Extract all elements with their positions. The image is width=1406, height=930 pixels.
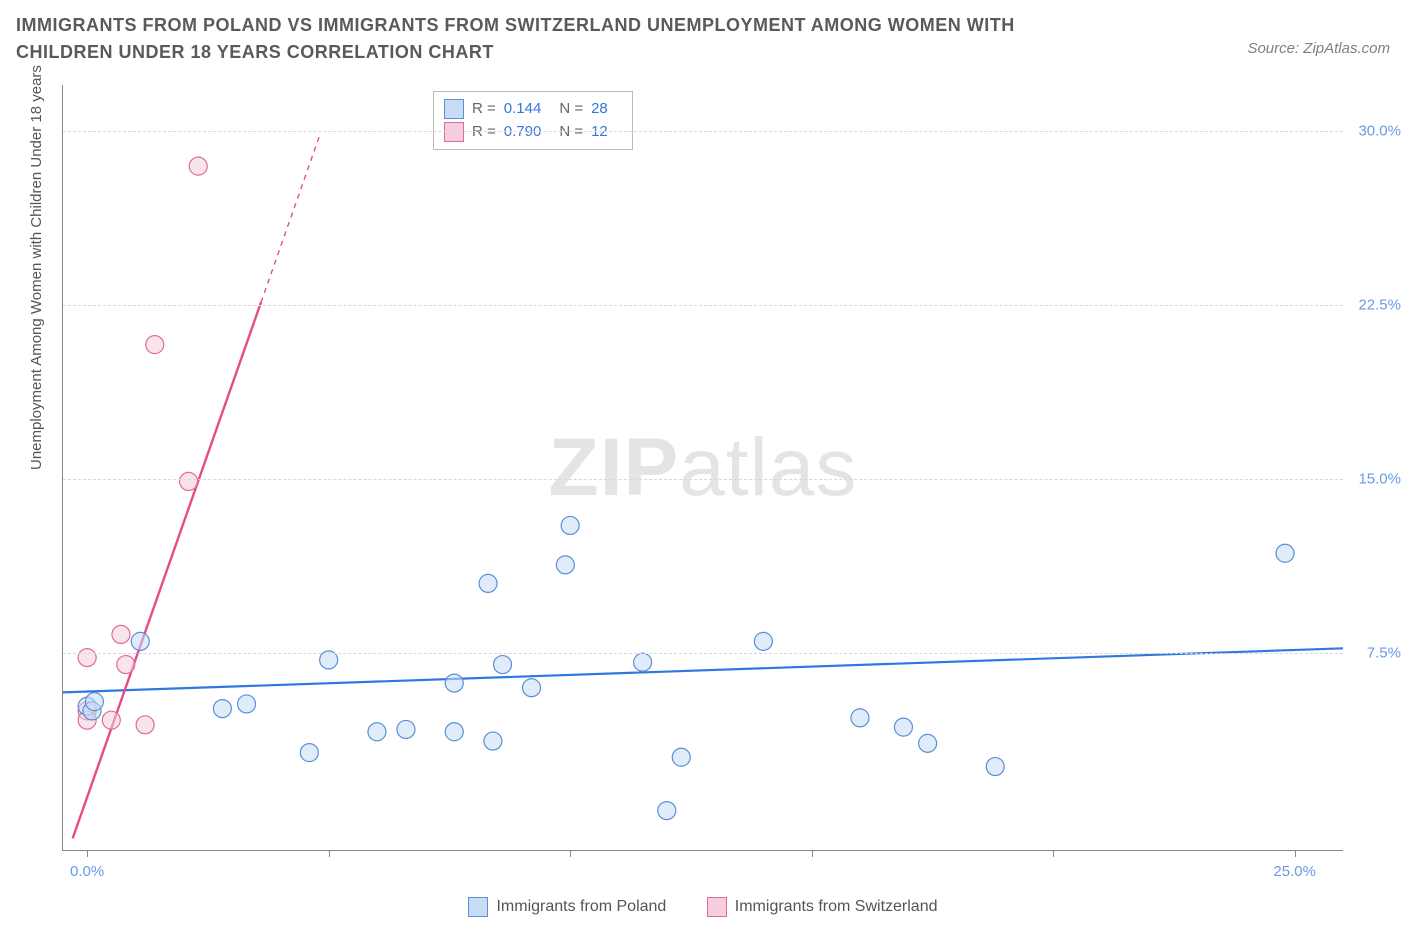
chart-plot-area: ZIPatlas R = 0.144 N = 28 R = 0.790 N = … — [62, 85, 1343, 851]
data-point — [136, 716, 154, 734]
data-point — [634, 653, 652, 671]
data-point — [213, 700, 231, 718]
stats-row-poland: R = 0.144 N = 28 — [444, 98, 618, 121]
data-point — [561, 516, 579, 534]
data-point — [479, 574, 497, 592]
data-point — [1276, 544, 1294, 562]
y-axis-label: Unemployment Among Women with Children U… — [28, 65, 45, 470]
data-point — [658, 802, 676, 820]
data-point — [894, 718, 912, 736]
data-point — [445, 723, 463, 741]
y-tick-label: 15.0% — [1349, 471, 1401, 488]
data-point — [754, 632, 772, 650]
data-point — [445, 674, 463, 692]
data-point — [672, 748, 690, 766]
data-point — [397, 720, 415, 738]
x-tick — [570, 850, 571, 857]
data-point — [556, 556, 574, 574]
data-point — [180, 472, 198, 490]
data-point — [85, 693, 103, 711]
swatch-poland — [444, 99, 464, 119]
data-point — [300, 744, 318, 762]
gridline-h — [63, 479, 1343, 480]
legend-item-switzerland: Immigrants from Switzerland — [707, 897, 938, 917]
swatch-poland — [468, 897, 488, 917]
y-tick-label: 7.5% — [1349, 644, 1401, 661]
data-point — [78, 649, 96, 667]
x-tick — [1053, 850, 1054, 857]
data-point — [851, 709, 869, 727]
x-tick — [329, 850, 330, 857]
x-tick — [812, 850, 813, 857]
data-point — [112, 625, 130, 643]
data-point — [986, 758, 1004, 776]
correlation-stats-legend: R = 0.144 N = 28 R = 0.790 N = 12 — [433, 91, 633, 150]
legend-label: Immigrants from Switzerland — [735, 898, 938, 916]
data-point — [146, 336, 164, 354]
legend-label: Immigrants from Poland — [496, 898, 666, 916]
data-point — [102, 711, 120, 729]
scatter-svg — [63, 85, 1343, 850]
data-point — [368, 723, 386, 741]
data-point — [189, 157, 207, 175]
data-point — [238, 695, 256, 713]
x-tick-label: 25.0% — [1273, 863, 1316, 880]
swatch-switzerland — [707, 897, 727, 917]
data-point — [523, 679, 541, 697]
data-point — [494, 656, 512, 674]
data-point — [117, 656, 135, 674]
data-point — [484, 732, 502, 750]
data-point — [919, 734, 937, 752]
x-tick — [87, 850, 88, 857]
data-point — [131, 632, 149, 650]
gridline-h — [63, 131, 1343, 132]
gridline-h — [63, 305, 1343, 306]
y-tick-label: 30.0% — [1349, 123, 1401, 140]
series-legend: Immigrants from Poland Immigrants from S… — [0, 897, 1406, 922]
y-tick-label: 22.5% — [1349, 297, 1401, 314]
x-tick-label: 0.0% — [70, 863, 104, 880]
source-attribution: Source: ZipAtlas.com — [1247, 40, 1390, 57]
gridline-h — [63, 653, 1343, 654]
legend-item-poland: Immigrants from Poland — [468, 897, 666, 917]
x-tick — [1295, 850, 1296, 857]
chart-title: IMMIGRANTS FROM POLAND VS IMMIGRANTS FRO… — [16, 12, 1116, 66]
